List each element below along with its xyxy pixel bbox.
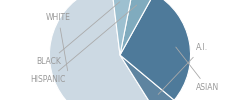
Wedge shape (49, 0, 158, 100)
Text: BLACK: BLACK (36, 2, 120, 66)
Wedge shape (120, 0, 154, 55)
Wedge shape (111, 0, 133, 55)
Wedge shape (120, 55, 174, 100)
Text: HISPANIC: HISPANIC (30, 5, 137, 84)
Wedge shape (120, 0, 191, 100)
Text: A.I.: A.I. (158, 44, 208, 94)
Text: ASIAN: ASIAN (176, 47, 219, 92)
Text: WHITE: WHITE (46, 14, 71, 71)
